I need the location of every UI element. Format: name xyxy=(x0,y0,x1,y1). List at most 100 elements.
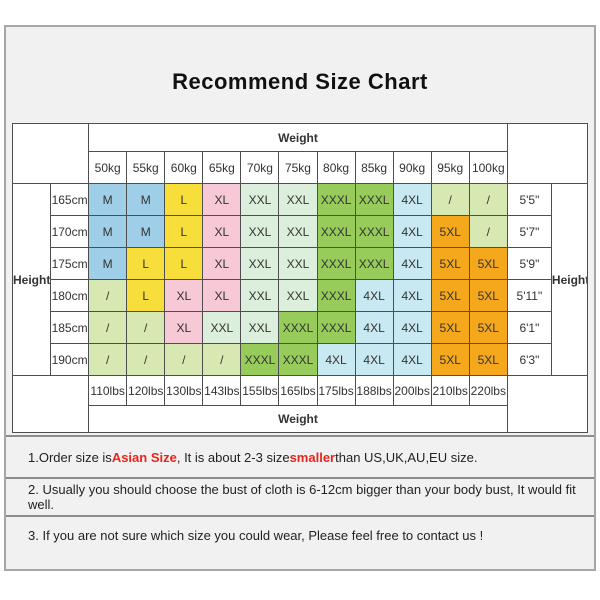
size-cell: XXXL xyxy=(278,343,318,376)
size-cell: 5XL xyxy=(430,247,470,280)
size-table-body: Weight 50kg 55kg 60kg 65kg 70kg 75kg 80kg 85kg 90… xyxy=(11,123,589,433)
weight-kg-cell: 60kg xyxy=(164,151,204,184)
height-ft-cell: 5'11" xyxy=(506,279,552,312)
weight-lbs-cell: 120lbs xyxy=(126,375,166,406)
weight-lbs-cell: 175lbs xyxy=(316,375,356,406)
table-row: 170cm M M L XL XXL XXL XXXL XXXL 4XL 5XL/5'7" xyxy=(13,215,588,248)
size-cell: 5XL xyxy=(468,343,508,376)
height-ft-cell: 5'5" xyxy=(506,183,552,216)
height-ft-cell: 5'7" xyxy=(506,215,552,248)
size-cell: 4XL xyxy=(392,279,432,312)
weight-lbs-cell: 210lbs xyxy=(430,375,470,406)
size-cell: XXL xyxy=(240,215,280,248)
size-cell: / xyxy=(202,343,242,376)
height-cm-cell: 175cm xyxy=(50,247,90,280)
size-cell: / xyxy=(468,215,508,248)
size-cell: 5XL xyxy=(430,215,470,248)
weight-lbs-cell: 165lbs xyxy=(278,375,318,406)
size-cell: 5XL xyxy=(430,279,470,312)
weight-kg-cell: 80kg xyxy=(316,151,356,184)
table-row: 185cm / / XL XXL XXL XXXL XXXL 4XL 4XL 5XL 5XL 6'1" xyxy=(13,311,588,344)
size-cell: XXL xyxy=(240,247,280,280)
size-cell: XXL xyxy=(278,279,318,312)
weight-lbs-cell: 188lbs xyxy=(354,375,394,406)
note-text: 3. If you are not sure which size you co… xyxy=(28,527,484,543)
size-cell: XXXL xyxy=(316,279,356,312)
size-cell: 4XL xyxy=(392,343,432,376)
table-row: 50kg 55kg 60kg 65kg 70kg 75kg 80kg 85kg 90kg 95kg… xyxy=(13,151,588,184)
size-cell: XXXL xyxy=(278,311,318,344)
size-cell: 5XL xyxy=(468,311,508,344)
table-row: 190cm / / / / XXXL XXXL 4XL 4XL 4XL 5XL 5XL 6'3" xyxy=(13,343,588,376)
size-cell: XXXL xyxy=(354,183,394,216)
size-cell: XXL xyxy=(278,215,318,248)
corner-cell-bottom-left xyxy=(11,375,90,433)
size-cell: / xyxy=(126,311,166,344)
weight-lbs-cell: 200lbs xyxy=(392,375,432,406)
height-cm-cell: 185cm xyxy=(50,311,90,344)
weight-kg-cell: 85kg xyxy=(354,151,394,184)
size-cell: XXXL xyxy=(354,247,394,280)
weight-kg-cell: 95kg xyxy=(430,151,470,184)
size-cell: M xyxy=(88,215,128,248)
size-cell: M xyxy=(126,183,166,216)
note-row-3: 3. If you are not sure which size you co… xyxy=(6,517,594,553)
note-row-1: 1.Order size is Asian Size, It is about … xyxy=(6,437,594,479)
size-cell: XL xyxy=(202,183,242,216)
table-row: 175cm M L L XL XXL XXL XXXL XXXL 4XL 5XL 5XL 5'9" xyxy=(13,247,588,280)
size-cell: XL xyxy=(202,279,242,312)
size-cell: / xyxy=(164,343,204,376)
size-cell: / xyxy=(88,311,128,344)
size-cell: / xyxy=(126,343,166,376)
size-cell: XXL xyxy=(278,247,318,280)
height-ft-cell: 5'9" xyxy=(506,247,552,280)
size-cell: L xyxy=(164,183,204,216)
height-ft-cell: 6'3" xyxy=(506,343,552,376)
size-cell: XXXL xyxy=(316,183,356,216)
weight-kg-cell: 50kg xyxy=(88,151,128,184)
page-title: Recommend Size Chart xyxy=(172,69,428,94)
size-cell: XL xyxy=(164,311,204,344)
weight-kg-cell: 90kg xyxy=(392,151,432,184)
weight-header-bottom: Weight xyxy=(88,405,508,433)
corner-cell-bottom-right xyxy=(506,375,589,433)
weight-kg-cell: 65kg xyxy=(202,151,242,184)
height-ft-cell: 6'1" xyxy=(506,311,552,344)
weight-lbs-cell: 155lbs xyxy=(240,375,280,406)
corner-cell-top-left xyxy=(11,123,90,184)
size-cell: XXXL xyxy=(240,343,280,376)
size-cell: / xyxy=(468,183,508,216)
note-text: 2. Usually you should choose the bust of… xyxy=(28,482,576,512)
weight-kg-cell: 100kg xyxy=(468,151,508,184)
size-cell: 4XL xyxy=(354,311,394,344)
table-row: 180cm / L XL XL XXL XXL XXXL 4XL 4XL 5XL 5XL 5'11" xyxy=(13,279,588,312)
weight-kg-cell: 70kg xyxy=(240,151,280,184)
size-cell: XXL xyxy=(240,183,280,216)
weight-kg-cell: 75kg xyxy=(278,151,318,184)
size-cell: XL xyxy=(202,215,242,248)
table-row: 110lbs 120lbs 130lbs 143lbs 155lbs 165lbs 175l… xyxy=(11,375,589,433)
size-cell: XXL xyxy=(278,183,318,216)
height-header-right: Height xyxy=(550,183,589,376)
note-text: , It is about 2-3 size xyxy=(176,449,290,465)
note-text: 1.Order size is xyxy=(28,449,112,465)
table-row: Weight xyxy=(11,123,589,184)
size-cell: XXXL xyxy=(316,215,356,248)
table-row: Weight xyxy=(13,405,588,433)
size-cell: L xyxy=(126,247,166,280)
size-cell: 4XL xyxy=(354,343,394,376)
size-chart-panel: Recommend Size Chart Weight 50kg 55kg 60kg 6… xyxy=(4,25,596,571)
height-header-left: Height xyxy=(11,183,52,376)
size-cell: L xyxy=(126,279,166,312)
size-cell: XXXL xyxy=(316,247,356,280)
size-cell: 4XL xyxy=(392,311,432,344)
notes-section: 1.Order size is Asian Size, It is about … xyxy=(6,435,594,553)
corner-cell-top-right xyxy=(506,123,589,184)
weight-kg-cell: 55kg xyxy=(126,151,166,184)
size-cell: 5XL xyxy=(468,279,508,312)
weight-header-top: Weight xyxy=(88,123,508,152)
size-cell: / xyxy=(88,343,128,376)
height-cm-cell: 180cm xyxy=(50,279,90,312)
size-cell: 5XL xyxy=(430,311,470,344)
size-cell: XL xyxy=(202,247,242,280)
